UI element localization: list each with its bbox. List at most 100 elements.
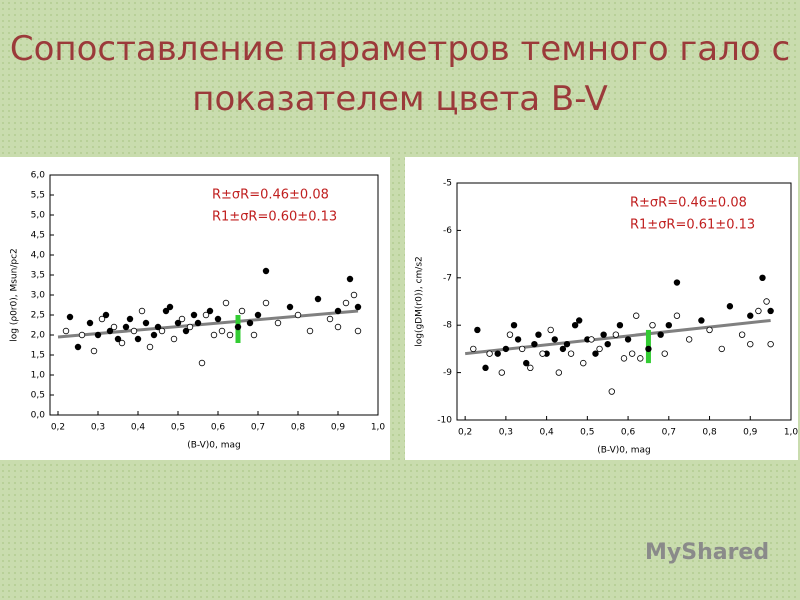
x-axis-label: (B-V)0, mag: [597, 446, 651, 456]
x-tick-label: 0,6: [621, 428, 636, 438]
data-point: [218, 327, 226, 335]
data-point: [122, 323, 130, 331]
data-point: [555, 369, 563, 376]
y-tick-label: 2,0: [31, 331, 46, 341]
data-point: [354, 327, 362, 335]
data-point: [66, 313, 74, 321]
data-point: [486, 350, 493, 357]
data-point: [86, 319, 94, 327]
data-point: [767, 340, 774, 348]
data-point: [154, 323, 162, 331]
annotation: R1±σR=0.61±0.13: [630, 218, 755, 233]
data-point: [186, 323, 194, 331]
data-point: [747, 312, 754, 319]
data-point: [645, 345, 652, 353]
y-axis-label: log (ρ0r0), Msun/pc2: [10, 248, 20, 341]
data-point: [326, 315, 334, 323]
data-point: [506, 331, 514, 338]
data-point: [350, 291, 358, 299]
y-tick-label: 5,0: [31, 211, 46, 221]
data-point: [202, 311, 210, 319]
data-point: [74, 343, 82, 351]
slide-title: Сопоставление параметров темного гало с …: [9, 29, 791, 119]
data-point: [110, 323, 118, 331]
data-point: [126, 315, 134, 323]
data-point: [102, 311, 110, 319]
data-point: [673, 279, 681, 286]
y-tick-label: 3,5: [31, 271, 45, 281]
data-point: [514, 336, 522, 343]
y-tick-label: 6,0: [31, 171, 46, 181]
data-point: [685, 336, 693, 343]
y-tick-label: 0,0: [31, 411, 46, 421]
data-point: [226, 331, 234, 339]
data-point: [620, 355, 628, 362]
data-point: [262, 299, 270, 307]
x-axis-label: (B-V)0, mag: [187, 441, 241, 451]
data-point: [198, 359, 206, 367]
chart: 0,2 0,3 0,4 0,5 0,6 0,7 0,8 0,9 1,0 0,0 0,5 1,0 1,5 2…: [10, 171, 386, 451]
data-point: [114, 335, 122, 343]
data-point: [616, 321, 624, 329]
data-point: [354, 303, 362, 311]
data-point: [539, 350, 546, 357]
data-point: [62, 327, 70, 335]
y-tick-label: 0,5: [31, 391, 45, 401]
data-point: [624, 336, 632, 343]
data-point: [78, 331, 86, 339]
data-point: [222, 299, 230, 307]
y-tick-label: -5: [443, 179, 452, 189]
data-point: [286, 303, 294, 311]
data-point: [142, 319, 150, 327]
y-tick-label: -8: [443, 321, 452, 331]
data-point: [718, 345, 725, 353]
y-tick-label: 5,5: [31, 191, 45, 201]
x-tick-label: 0,3: [499, 428, 513, 438]
annotation: R1±σR=0.60±0.13: [212, 210, 337, 225]
data-point: [162, 307, 170, 315]
x-tick-label: 1,0: [371, 423, 386, 433]
data-point: [726, 303, 734, 310]
data-point: [166, 303, 174, 311]
data-point: [150, 331, 158, 339]
data-point: [759, 274, 766, 281]
data-point: [238, 307, 246, 315]
y-tick-label: 1,0: [31, 371, 46, 381]
data-point: [210, 331, 218, 339]
data-point: [98, 315, 106, 323]
y-tick-label: 3,0: [31, 291, 46, 301]
x-tick-label: 0,5: [580, 428, 594, 438]
x-tick-label: 1,0: [784, 428, 798, 438]
y-tick-label: -7: [443, 273, 452, 283]
y-tick-label: 4,0: [31, 251, 46, 261]
data-point: [596, 345, 603, 353]
data-point: [559, 345, 567, 353]
data-point: [170, 335, 178, 343]
data-point: [747, 340, 754, 348]
y-tick-label: -10: [437, 416, 452, 426]
data-point: [580, 359, 587, 367]
data-point: [346, 275, 354, 283]
data-point: [604, 340, 611, 348]
x-tick-label: 0,4: [131, 423, 146, 433]
data-point: [600, 331, 607, 338]
data-point: [190, 311, 198, 319]
data-point: [138, 307, 146, 315]
data-point: [334, 323, 342, 331]
data-point: [531, 340, 538, 348]
data-point: [334, 307, 342, 315]
x-tick-label: 0,7: [251, 423, 265, 433]
chart-panel: 0,2 0,3 0,4 0,5 0,6 0,7 0,8 0,9 1,0 -10 -9 -8 -7 -6 -5…: [405, 157, 798, 460]
data-point: [206, 307, 214, 315]
data-point: [673, 312, 681, 319]
data-point: [94, 331, 102, 339]
data-point: [474, 326, 481, 334]
data-point: [588, 336, 595, 343]
data-point: [118, 339, 126, 347]
data-point: [146, 343, 154, 351]
data-point: [608, 388, 615, 395]
data-point: [178, 315, 186, 323]
x-tick-label: 0,9: [743, 428, 758, 438]
data-point: [633, 312, 640, 319]
